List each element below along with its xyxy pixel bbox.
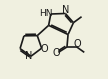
Text: O: O — [52, 48, 60, 58]
Text: N: N — [25, 51, 32, 61]
Text: O: O — [40, 44, 48, 54]
Text: HN: HN — [39, 9, 53, 18]
Text: N: N — [62, 5, 70, 15]
Text: O: O — [73, 39, 81, 49]
